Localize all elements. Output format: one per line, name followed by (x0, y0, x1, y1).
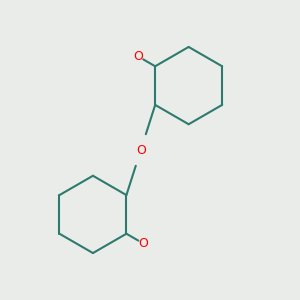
Text: O: O (134, 50, 143, 63)
Text: O: O (136, 143, 146, 157)
Text: O: O (138, 237, 148, 250)
